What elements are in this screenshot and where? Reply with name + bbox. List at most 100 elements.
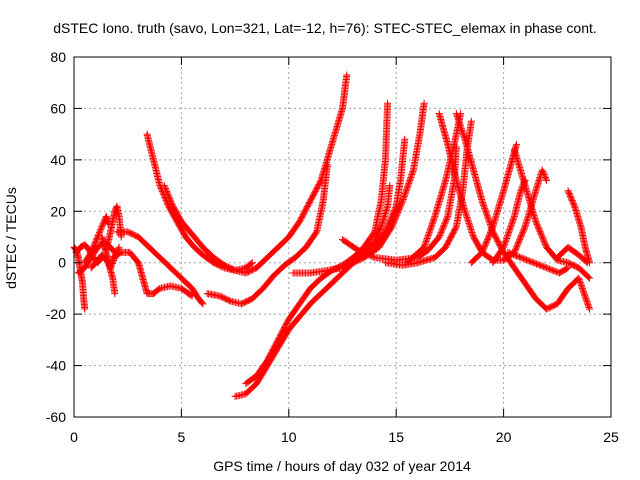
data-point <box>483 236 491 244</box>
series-arc-12 <box>203 161 331 308</box>
data-point <box>401 135 409 143</box>
data-point <box>479 246 487 254</box>
y-tick-label: -40 <box>46 358 66 374</box>
data-point <box>404 181 412 189</box>
data-point <box>527 258 535 266</box>
data-point <box>518 254 526 262</box>
data-point <box>400 194 408 202</box>
y-tick-label: 40 <box>50 152 66 168</box>
tick-labels: 0 5 10 15 20 25 -60 -40 -20 0 20 40 60 80 <box>46 49 619 445</box>
x-tick-label: 15 <box>388 429 404 445</box>
y-axis-title: dSTEC / TECUs <box>3 187 19 289</box>
data-point <box>507 223 515 231</box>
data-point <box>403 185 411 193</box>
data-point <box>510 214 518 222</box>
data-point <box>460 132 468 140</box>
data-point <box>480 201 488 209</box>
data-point <box>390 218 398 226</box>
data-point <box>230 266 238 274</box>
data-point <box>539 169 547 177</box>
data-point <box>536 228 544 236</box>
data-point <box>391 214 399 222</box>
data-point <box>408 171 416 179</box>
data-point <box>441 218 449 226</box>
data-point <box>99 221 107 229</box>
data-point <box>407 173 415 181</box>
data-point <box>576 277 584 285</box>
data-point <box>505 229 513 237</box>
chart-title: dSTEC Iono. truth (savo, Lon=321, Lat=-1… <box>53 20 597 36</box>
data-point <box>442 217 450 225</box>
data-point <box>160 182 168 190</box>
data-point <box>95 230 103 238</box>
data-point <box>163 189 171 197</box>
series-arc-26 <box>564 187 594 267</box>
data-point <box>455 117 463 125</box>
series-arc-09 <box>109 248 196 300</box>
data-point <box>516 236 524 244</box>
data-point <box>408 169 416 177</box>
data-point <box>535 225 543 233</box>
data-point <box>458 126 466 134</box>
x-axis-title: GPS time / hours of day 032 of year 2014 <box>213 458 471 474</box>
data-point <box>505 227 513 235</box>
data-point <box>428 220 436 228</box>
data-point <box>163 187 171 195</box>
data-point <box>409 168 417 176</box>
data-point <box>541 173 549 181</box>
y-tick-label: 20 <box>50 203 66 219</box>
data-point <box>389 221 397 229</box>
data-point <box>534 223 542 231</box>
data-point <box>507 250 515 258</box>
data-point <box>508 250 516 258</box>
data-point <box>504 232 512 240</box>
data-point <box>355 247 363 254</box>
data-point <box>439 224 447 232</box>
data-point <box>584 301 592 309</box>
data-point <box>343 71 351 79</box>
data-point <box>541 240 549 248</box>
data-point <box>407 172 415 180</box>
data-point <box>545 265 553 273</box>
data-point <box>422 239 430 247</box>
data-point <box>570 201 578 209</box>
data-point <box>161 185 169 193</box>
data-point <box>530 259 538 267</box>
data-point <box>396 203 404 211</box>
data-point <box>478 248 486 256</box>
data-point <box>225 297 233 305</box>
data-point <box>426 226 434 234</box>
data-point <box>564 264 572 272</box>
data-point <box>584 302 592 310</box>
data-point <box>521 255 529 263</box>
data-point <box>187 291 195 299</box>
data-point <box>502 236 510 244</box>
data-point <box>548 266 556 274</box>
data-point <box>384 99 392 107</box>
data-point <box>533 260 541 268</box>
data-point <box>538 232 546 240</box>
series-arc-27 <box>553 243 591 267</box>
y-tick-label: 60 <box>50 100 66 116</box>
data-point <box>485 216 493 224</box>
data-point <box>405 178 413 186</box>
data-point <box>481 243 489 251</box>
data-point <box>581 292 589 300</box>
data-point <box>462 210 470 218</box>
data-point <box>369 253 377 261</box>
series-arc-01 <box>70 243 89 313</box>
data-point <box>583 299 591 307</box>
data-point <box>406 176 414 184</box>
data-point <box>504 248 512 256</box>
data-point <box>503 234 511 242</box>
data-point <box>531 259 539 267</box>
data-point <box>435 233 443 241</box>
data-point <box>539 235 547 243</box>
data-point <box>420 99 428 107</box>
data-point <box>162 186 170 194</box>
data-point <box>405 179 413 187</box>
data-point <box>452 110 460 118</box>
data-point <box>488 224 496 232</box>
data-point <box>438 227 446 235</box>
data-point <box>168 199 176 207</box>
